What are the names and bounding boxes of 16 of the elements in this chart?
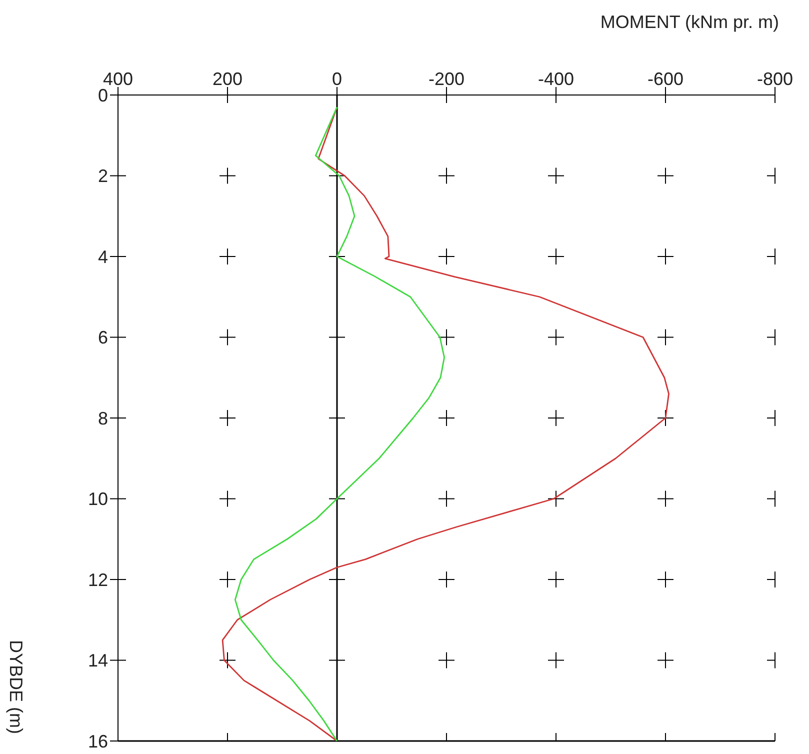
x-tick-label: -400: [538, 69, 574, 89]
y-tick-label: 16: [88, 731, 108, 752]
y-tick-label: 14: [88, 650, 108, 671]
y-tick-label: 10: [88, 489, 108, 510]
y-tick-label: 12: [88, 570, 108, 590]
x-tick-label: 0: [332, 69, 342, 89]
x-axis-title: MOMENT (kNm pr. m): [600, 12, 779, 33]
x-tick-label: -600: [647, 69, 684, 89]
x-tick-label: -200: [428, 69, 465, 89]
y-tick-label: 4: [98, 246, 108, 267]
y-tick-label: 8: [98, 408, 108, 428]
x-tick-label: -800: [756, 69, 794, 89]
y-tick-label: 2: [98, 166, 108, 186]
x-tick-label: 200: [212, 69, 243, 89]
y-tick-label: 6: [98, 328, 108, 348]
y-axis-title: DYBDE (m): [5, 640, 26, 734]
